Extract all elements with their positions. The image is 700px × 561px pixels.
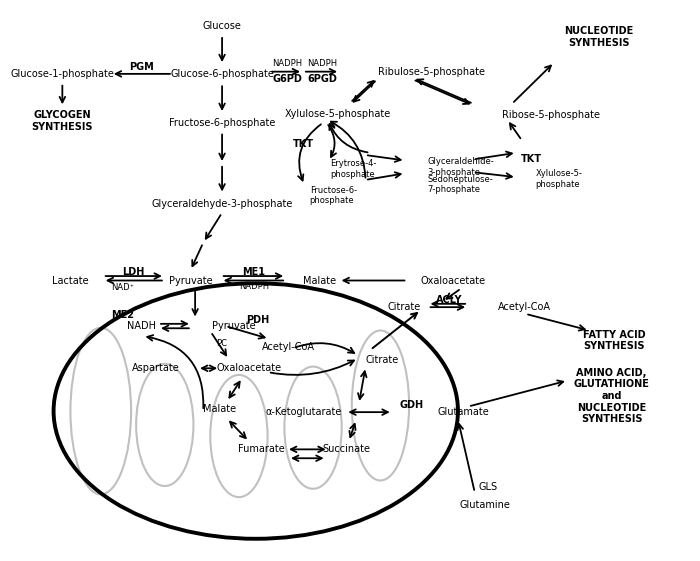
Text: NADPH: NADPH [272,59,302,68]
Text: Glutamine: Glutamine [459,500,510,511]
Text: Oxaloacetate: Oxaloacetate [216,364,281,373]
Text: ME1: ME1 [242,267,265,277]
Text: NADPH: NADPH [239,282,269,291]
Text: Glucose-6-phosphate: Glucose-6-phosphate [170,69,274,79]
Text: Oxaloacetate: Oxaloacetate [421,275,486,286]
Text: Citrate: Citrate [388,302,421,312]
Text: Sedoheptulose-
7-phosphate: Sedoheptulose- 7-phosphate [428,175,494,194]
Text: GDH: GDH [399,401,423,411]
Text: GLS: GLS [478,482,497,492]
Text: Xylulose-5-
phosphate: Xylulose-5- phosphate [536,169,582,189]
Text: Fumarate: Fumarate [238,444,284,454]
Text: PC: PC [216,339,228,348]
Text: Lactate: Lactate [52,275,89,286]
Text: Ribose-5-phosphate: Ribose-5-phosphate [502,110,600,120]
Text: NAD⁺: NAD⁺ [111,283,134,292]
Text: α-Ketoglutarate: α-Ketoglutarate [266,407,342,417]
Text: Succinate: Succinate [323,444,371,454]
Text: TKT: TKT [293,140,314,149]
Text: Malate: Malate [303,275,337,286]
Text: Citrate: Citrate [365,355,399,365]
Text: FATTY ACID
SYNTHESIS: FATTY ACID SYNTHESIS [583,330,645,351]
Text: Xylulose-5-phosphate: Xylulose-5-phosphate [285,109,391,119]
Text: Ribulose-5-phosphate: Ribulose-5-phosphate [379,67,485,77]
Text: Erytrose-4-
phosphate: Erytrose-4- phosphate [330,159,377,179]
Text: AMINO ACID,
GLUTATHIONE
and
NUCLEOTIDE
SYNTHESIS: AMINO ACID, GLUTATHIONE and NUCLEOTIDE S… [574,368,650,424]
Text: Glyceraldehide-
3-phosphate: Glyceraldehide- 3-phosphate [428,157,494,177]
Text: Malate: Malate [204,404,237,415]
Text: PDH: PDH [246,315,270,325]
Text: ACLY: ACLY [436,295,463,305]
Text: NADH: NADH [127,321,155,331]
Text: ME2: ME2 [111,310,134,320]
Text: Aspartate: Aspartate [132,364,179,373]
Text: Glucose-1-phosphate: Glucose-1-phosphate [10,69,114,79]
Text: Pyruvate: Pyruvate [212,321,256,331]
Text: Glyceraldehyde-3-phosphate: Glyceraldehyde-3-phosphate [151,199,293,209]
Text: NADPH: NADPH [307,59,337,68]
Text: G6PD: G6PD [272,75,302,84]
Text: LDH: LDH [122,267,144,277]
Text: NUCLEOTIDE
SYNTHESIS: NUCLEOTIDE SYNTHESIS [564,26,634,48]
Text: Pyruvate: Pyruvate [169,275,212,286]
Text: PGM: PGM [129,62,153,72]
Text: GLYCOGEN
SYNTHESIS: GLYCOGEN SYNTHESIS [32,111,93,132]
Text: Fructose-6-
phosphate: Fructose-6- phosphate [309,186,357,205]
Text: Acetyl-CoA: Acetyl-CoA [262,342,314,352]
Text: Glucose: Glucose [202,21,241,31]
Text: 6PGD: 6PGD [307,75,337,84]
Text: Glutamate: Glutamate [438,407,489,417]
Text: Fructose-6-phosphate: Fructose-6-phosphate [169,118,275,128]
Text: TKT: TKT [521,154,542,164]
Text: Acetyl-CoA: Acetyl-CoA [498,302,552,312]
